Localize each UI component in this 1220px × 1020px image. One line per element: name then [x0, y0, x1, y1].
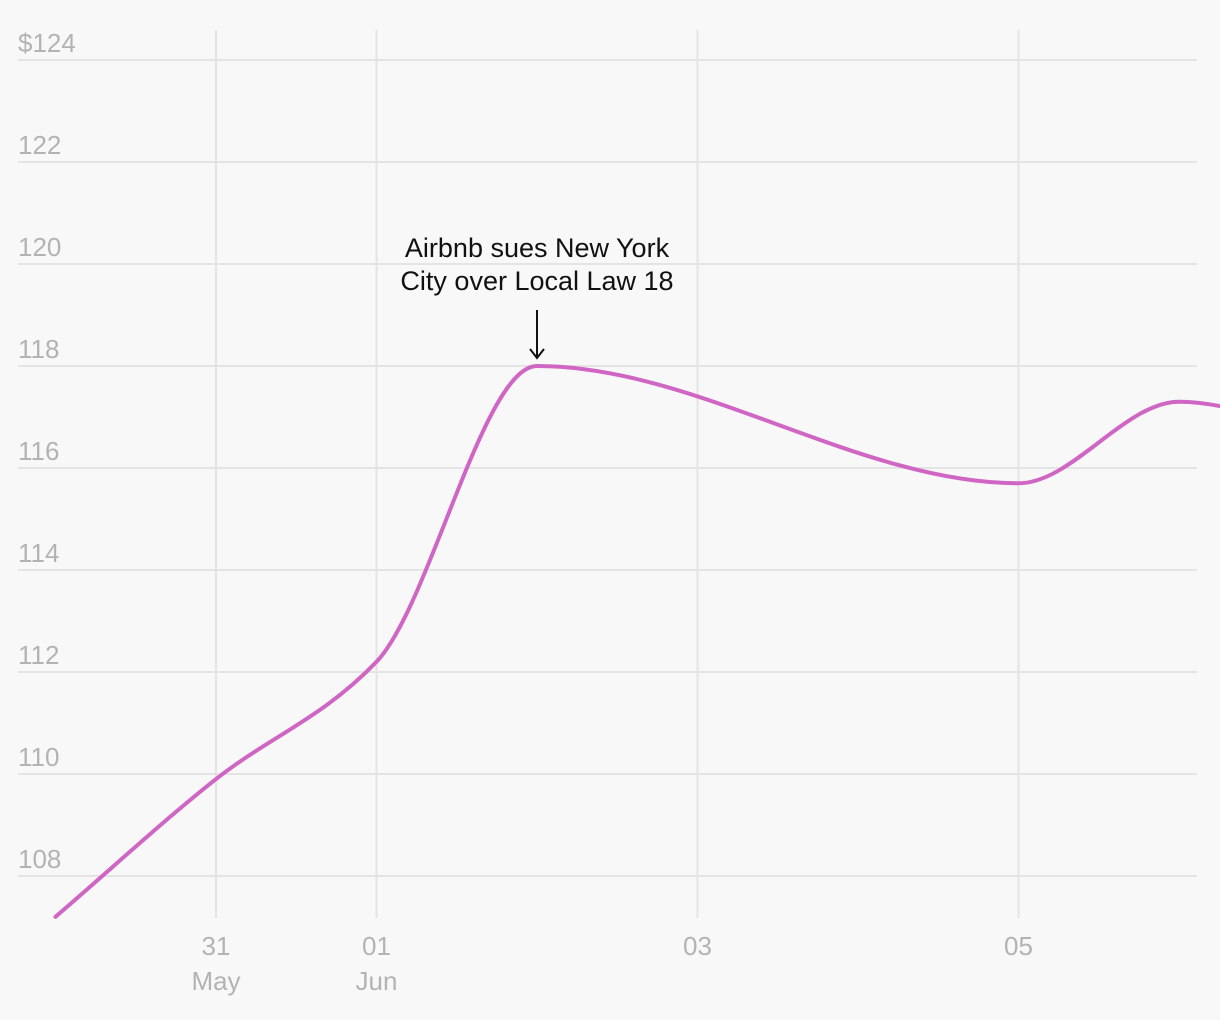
annotation-text-line: Airbnb sues New York [405, 233, 670, 263]
x-tick-sublabel: Jun [356, 966, 398, 996]
y-tick-label: 108 [18, 844, 61, 874]
axis-layer: $124 122 120 118 116 114 112 110 108 31 May 01 Jun 03… [18, 28, 1033, 996]
y-tick-label: 110 [18, 742, 59, 772]
y-tick-label: 114 [18, 538, 59, 568]
x-tick-label: 05 [1004, 931, 1033, 961]
x-tick-label: 31 [202, 931, 231, 961]
y-tick-label: $124 [18, 28, 76, 58]
x-tick-label: 03 [683, 931, 712, 961]
annotation-arrowhead-icon [529, 348, 545, 360]
y-tick-label: 120 [18, 232, 61, 262]
annotation-text-line: City over Local Law 18 [400, 266, 673, 296]
x-tick-label: 01 [362, 931, 391, 961]
grid-layer [18, 30, 1197, 918]
series-layer [53, 364, 1220, 919]
price-series-line [53, 364, 1220, 919]
y-tick-label: 118 [18, 334, 59, 364]
y-tick-label: 116 [18, 436, 59, 466]
x-tick-sublabel: May [191, 966, 240, 996]
y-tick-label: 122 [18, 130, 61, 160]
y-tick-label: 112 [18, 640, 59, 670]
